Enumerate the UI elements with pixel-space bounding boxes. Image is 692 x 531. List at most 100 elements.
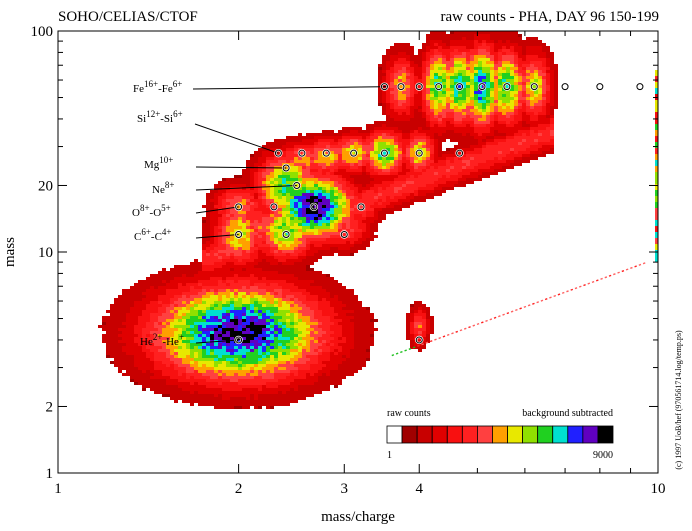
heatmap-cell (406, 334, 410, 337)
heatmap-cell (306, 256, 310, 259)
heatmap-cell (190, 352, 194, 355)
heatmap-cell (286, 349, 290, 352)
heatmap-cell (342, 187, 346, 190)
heatmap-cell (154, 376, 158, 379)
heatmap-cell (290, 211, 294, 214)
heatmap-cell (386, 145, 390, 148)
heatmap-cell (162, 367, 166, 370)
heatmap-cell (342, 322, 346, 325)
heatmap-cell (254, 346, 258, 349)
heatmap-cell (342, 367, 346, 370)
heatmap-cell (134, 331, 138, 334)
heatmap-cell (258, 325, 262, 328)
heatmap-cell (202, 250, 206, 253)
heatmap-cell (418, 307, 422, 310)
heatmap-cell (258, 190, 262, 193)
heatmap-cell (298, 388, 302, 391)
heatmap-cell (262, 376, 266, 379)
heatmap-cell (202, 244, 206, 247)
heatmap-cell (294, 253, 298, 256)
heatmap-cell (222, 289, 226, 292)
heatmap-cell (362, 175, 366, 178)
heatmap-cell (178, 337, 182, 340)
heatmap-cell (382, 124, 386, 127)
heatmap-cell (302, 232, 306, 235)
heatmap-cell (174, 385, 178, 388)
heatmap-cell (246, 262, 250, 265)
heatmap-cell (250, 280, 254, 283)
heatmap-cell (322, 238, 326, 241)
heatmap-cell (206, 382, 210, 385)
heatmap-cell (202, 373, 206, 376)
heatmap-cell (246, 370, 250, 373)
heatmap-cell (390, 49, 394, 52)
heatmap-cell (306, 175, 310, 178)
heatmap-cell (234, 358, 238, 361)
heatmap-cell (378, 133, 382, 136)
heatmap-cell (242, 289, 246, 292)
heatmap-cell (294, 340, 298, 343)
heatmap-cell (298, 280, 302, 283)
heatmap-cell (322, 358, 326, 361)
heatmap-cell (394, 169, 398, 172)
heatmap-cell (234, 214, 238, 217)
heatmap-cell (254, 196, 258, 199)
heatmap-cell (178, 292, 182, 295)
heatmap-cell (258, 196, 262, 199)
heatmap-cell (318, 229, 322, 232)
heatmap-cell (358, 157, 362, 160)
heatmap-cell (270, 292, 274, 295)
heatmap-cell (158, 373, 162, 376)
heatmap-cell (366, 157, 370, 160)
heatmap-cell (250, 193, 254, 196)
heatmap-cell (354, 205, 358, 208)
heatmap-cell (322, 226, 326, 229)
heatmap-cell (238, 217, 242, 220)
heatmap-cell (322, 145, 326, 148)
heatmap-cell (394, 190, 398, 193)
heatmap-cell (154, 307, 158, 310)
heatmap-cell (250, 343, 254, 346)
heatmap-cell (234, 244, 238, 247)
heatmap-cell (350, 316, 354, 319)
heatmap-cell (362, 199, 366, 202)
heatmap-cell (214, 367, 218, 370)
heatmap-cell (342, 139, 346, 142)
heatmap-cell (274, 397, 278, 400)
heatmap-cell (270, 184, 274, 187)
heatmap-cell (238, 298, 242, 301)
heatmap-cell (342, 184, 346, 187)
heatmap-cell (186, 298, 190, 301)
heatmap-cell (378, 160, 382, 163)
heatmap-cell (398, 193, 402, 196)
heatmap-cell (182, 385, 186, 388)
heatmap-cell (246, 289, 250, 292)
heatmap-cell (334, 310, 338, 313)
heatmap-cell (334, 385, 338, 388)
heatmap-cell (318, 217, 322, 220)
heatmap-cell (190, 271, 194, 274)
heatmap-cell (306, 277, 310, 280)
heatmap-cell (362, 187, 366, 190)
heatmap-cell (282, 139, 286, 142)
heatmap-cell (314, 358, 318, 361)
heatmap-cell (322, 295, 326, 298)
heatmap-cell (282, 376, 286, 379)
heatmap-cell (310, 214, 314, 217)
heatmap-cell (334, 151, 338, 154)
heatmap-cell (222, 202, 226, 205)
heatmap-cell (274, 301, 278, 304)
heatmap-cell (190, 394, 194, 397)
heatmap-cell (346, 370, 350, 373)
heatmap-cell (170, 385, 174, 388)
heatmap-cell (298, 205, 302, 208)
heatmap-cell (306, 325, 310, 328)
heatmap-cell (186, 346, 190, 349)
heatmap-cell (258, 361, 262, 364)
heatmap-cell (414, 325, 418, 328)
heatmap-cell (262, 145, 266, 148)
heatmap-cell (146, 367, 150, 370)
heatmap-cell (358, 196, 362, 199)
heatmap-cell (210, 301, 214, 304)
heatmap-cell (234, 277, 238, 280)
